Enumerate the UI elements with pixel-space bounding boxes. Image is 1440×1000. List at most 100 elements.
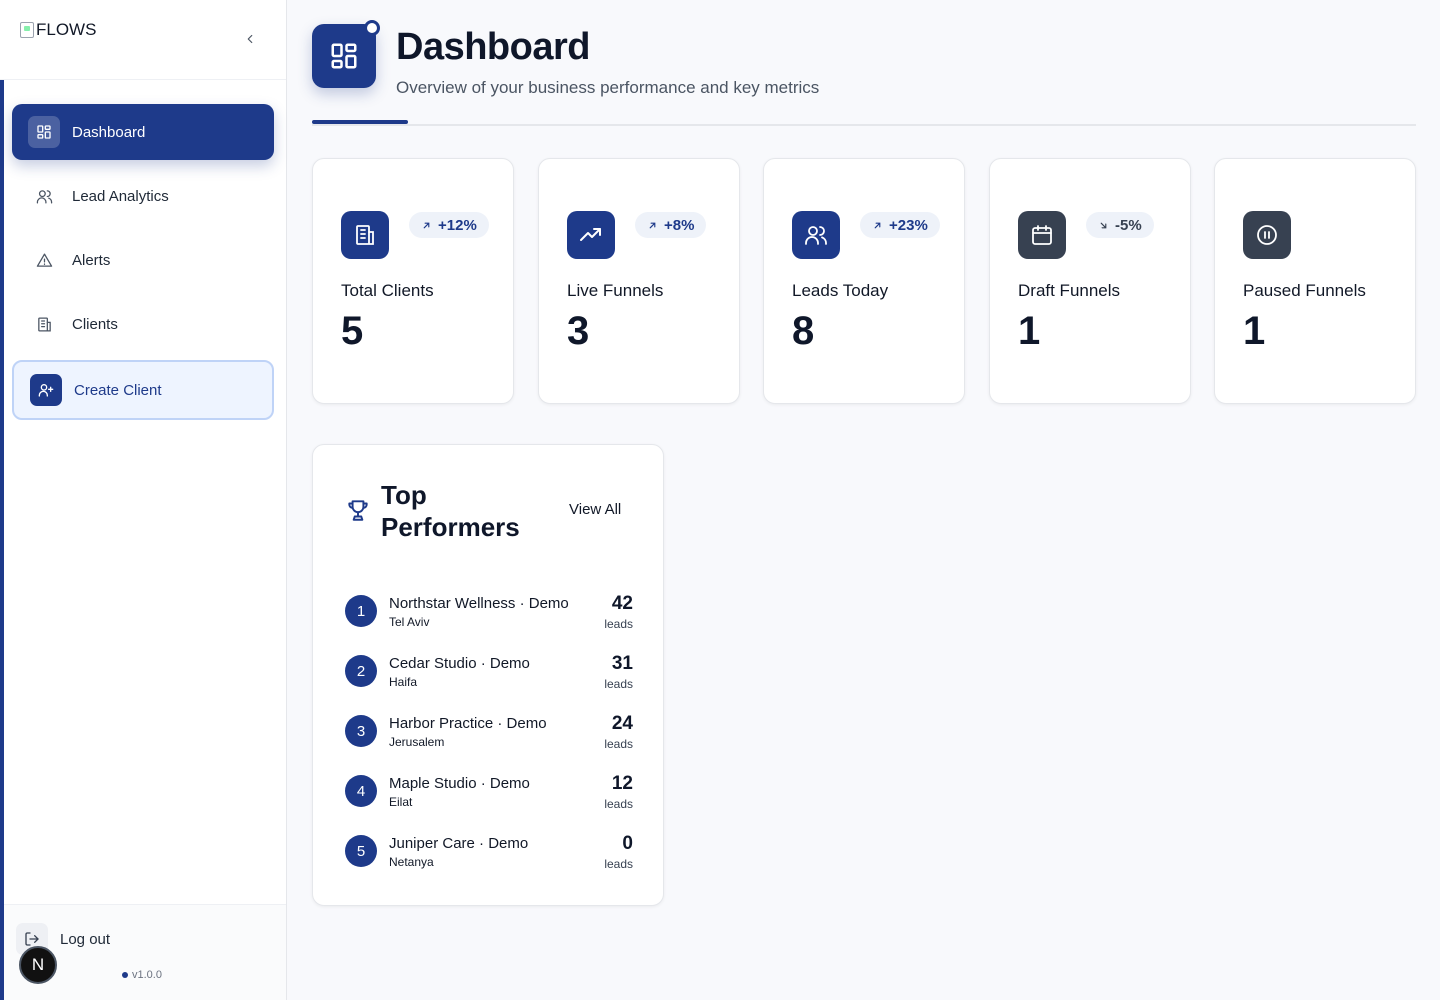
stat-label: Total Clients xyxy=(341,281,434,300)
trend-value: +23% xyxy=(889,216,928,234)
version-badge: v1.0.0 xyxy=(122,969,162,981)
chevron-left-icon xyxy=(247,34,253,44)
arrow-down-right-icon xyxy=(1100,222,1107,228)
collapse-sidebar-button[interactable] xyxy=(240,29,260,49)
arrow-up-right-icon xyxy=(649,222,656,228)
lead-unit: leads xyxy=(604,857,633,871)
stat-label: Paused Funnels xyxy=(1243,281,1366,300)
sidebar-item-alerts[interactable]: Alerts xyxy=(12,232,274,288)
rank-badge: 2 xyxy=(345,655,377,687)
view-all-link[interactable]: View All xyxy=(569,501,622,518)
sidebar-item-label: Dashboard xyxy=(72,123,146,141)
logo[interactable]: FLOWS xyxy=(20,20,96,40)
trending-up-icon xyxy=(567,211,615,259)
sidebar-nav: Dashboard Lead Analytics Alerts Clients … xyxy=(12,104,274,428)
client-name: Northstar Wellness · Demo xyxy=(389,595,569,612)
sidebar-footer: Log out N v1.0.0 xyxy=(4,904,286,1000)
list-item[interactable]: 3 Harbor Practice · Demo Jerusalem 24 le… xyxy=(345,711,633,771)
trend-badge: +12% xyxy=(409,212,489,238)
header-divider-accent xyxy=(312,120,408,124)
lead-count: 31 xyxy=(611,653,633,674)
lead-unit: leads xyxy=(604,617,633,631)
trend-badge: -5% xyxy=(1086,212,1154,238)
stat-label: Draft Funnels xyxy=(1018,281,1121,300)
stat-value: 1 xyxy=(1243,309,1266,353)
list-item[interactable]: 1 Northstar Wellness · Demo Tel Aviv 42 … xyxy=(345,591,633,651)
alert-triangle-icon xyxy=(32,248,56,272)
lead-unit: leads xyxy=(604,797,633,811)
trend-badge: +23% xyxy=(860,212,940,238)
trend-badge: +8% xyxy=(635,212,707,238)
building-icon xyxy=(341,211,389,259)
calendar-icon xyxy=(1018,211,1066,259)
trend-value: +12% xyxy=(438,216,477,234)
performers-list: 1 Northstar Wellness · Demo Tel Aviv 4 2 … xyxy=(345,591,633,891)
logo-text: FLOWS xyxy=(36,20,97,39)
sidebar-item-clients[interactable]: Clients xyxy=(12,296,274,352)
client-city: Jerusalem xyxy=(389,735,445,749)
list-item[interactable]: 5 Juniper Care · Demo Netanya 0 leads xyxy=(345,831,633,891)
stat-label: Live Funnels xyxy=(567,281,664,300)
sidebar-accent-bar xyxy=(0,80,4,1000)
users-icon xyxy=(792,211,840,259)
status-dot-icon xyxy=(122,972,128,978)
stat-card-live-funnels[interactable]: +8% Live Funnels 3 xyxy=(538,158,740,404)
logout-label: Log out xyxy=(60,930,111,948)
stat-value: 8 xyxy=(792,309,815,353)
arrow-up-right-icon xyxy=(423,222,430,228)
rank-badge: 5 xyxy=(345,835,377,867)
lead-unit: leads xyxy=(604,737,633,751)
stat-label: Leads Today xyxy=(792,281,889,300)
stat-card-leads-today[interactable]: +23% Leads Today 8 xyxy=(763,158,965,404)
client-city: Netanya xyxy=(389,855,434,869)
rank-badge: 3 xyxy=(345,715,377,747)
client-city: Tel Aviv xyxy=(389,615,430,629)
sidebar-item-label: Lead Analytics xyxy=(72,187,169,205)
sidebar: FLOWS Dashboard Lead Analytics Alerts xyxy=(0,0,287,1000)
create-client-label: Create Client xyxy=(74,381,162,399)
client-city: Haifa xyxy=(389,675,418,689)
page-header-icon xyxy=(312,20,380,88)
lead-count: 12 xyxy=(611,773,633,794)
dashboard-icon xyxy=(331,43,357,69)
trend-value: -5% xyxy=(1115,216,1142,234)
client-name: Harbor Practice · Demo xyxy=(389,715,547,732)
stat-value: 3 xyxy=(567,309,590,353)
user-plus-icon xyxy=(30,374,62,406)
create-client-button[interactable]: Create Client xyxy=(12,360,274,420)
header-divider xyxy=(312,124,1416,126)
trophy-icon xyxy=(348,500,368,521)
lead-count: 24 xyxy=(611,713,633,734)
client-name: Juniper Care · Demo xyxy=(389,835,529,852)
rank-badge: 4 xyxy=(345,775,377,807)
lead-count: 0 xyxy=(622,833,633,854)
sidebar-item-label: Clients xyxy=(72,315,118,333)
client-name: Maple Studio · Demo xyxy=(389,775,530,792)
stat-value: 5 xyxy=(341,309,364,353)
sidebar-item-label: Alerts xyxy=(72,251,111,269)
sidebar-brand: FLOWS xyxy=(0,0,286,80)
page-subtitle: Overview of your business performance an… xyxy=(396,78,820,97)
stat-card-draft-funnels[interactable]: -5% Draft Funnels 1 xyxy=(989,158,1191,404)
version-text: v1.0.0 xyxy=(132,969,162,981)
pause-circle-icon xyxy=(1243,211,1291,259)
top-performers-title: Top Performers xyxy=(381,480,520,542)
avatar[interactable]: N xyxy=(19,946,57,984)
list-item[interactable]: 4 Maple Studio · Demo Eilat 12 leads xyxy=(345,771,633,831)
stat-card-total-clients[interactable]: +12% Total Clients 5 xyxy=(312,158,514,404)
list-item[interactable]: 2 Cedar Studio · Demo Haifa 31 leads xyxy=(345,651,633,711)
users-icon xyxy=(32,184,56,208)
client-city: Eilat xyxy=(389,795,413,809)
sidebar-item-dashboard[interactable]: Dashboard xyxy=(12,104,274,160)
client-name: Cedar Studio · Demo xyxy=(389,655,530,672)
dashboard-icon xyxy=(28,116,60,148)
page-title: Dashboard xyxy=(396,26,590,68)
stat-value: 1 xyxy=(1018,309,1041,353)
lead-count: 42 xyxy=(611,593,633,614)
lead-unit: leads xyxy=(604,677,633,691)
rank-badge: 1 xyxy=(345,595,377,627)
arrow-up-right-icon xyxy=(874,222,881,228)
stat-card-paused-funnels[interactable]: Paused Funnels 1 xyxy=(1214,158,1416,404)
trend-value: +8% xyxy=(664,216,695,234)
sidebar-item-lead-analytics[interactable]: Lead Analytics xyxy=(12,168,274,224)
